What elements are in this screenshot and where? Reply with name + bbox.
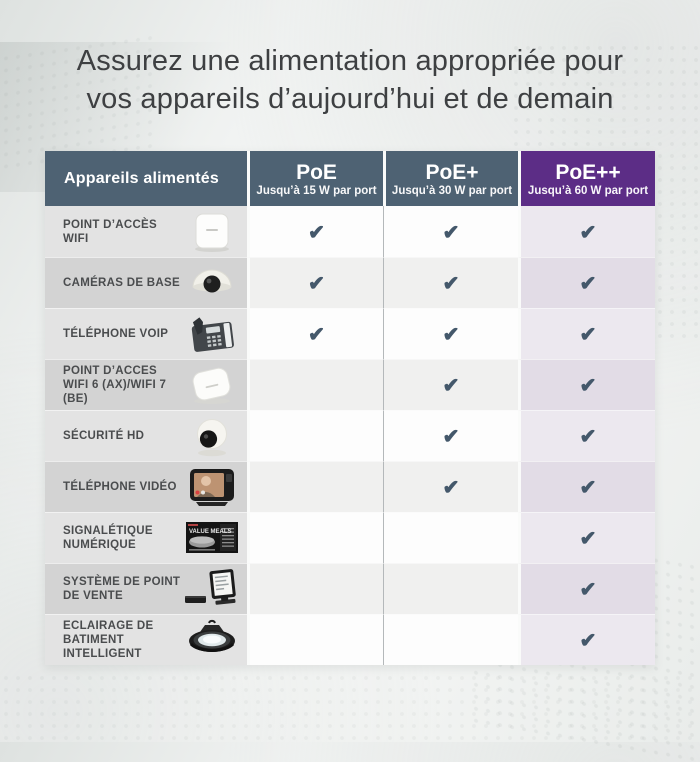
poe-plus-check-cell — [383, 563, 518, 614]
poe-plus-plus-check-cell: ✔ — [518, 461, 655, 512]
device-label: SYSTÈME DE POINT DE VENTE — [63, 576, 181, 602]
poe-plus-plus-check-cell: ✔ — [518, 359, 655, 410]
device-label: TÉLÉPHONE VIDÉO — [63, 481, 177, 493]
devices-column-header: Appareils alimentés — [45, 151, 247, 206]
smart-building-light-image — [183, 617, 241, 663]
check-icon: ✔ — [579, 373, 597, 397]
check-icon: ✔ — [308, 219, 326, 244]
check-icon: ✔ — [442, 271, 460, 295]
table-row-hd-security-camera: SÉCURITÉ HD ✔ ✔ — [45, 410, 655, 461]
poe-plus-check-cell: ✔ — [383, 206, 518, 257]
table-row-video-phone: TÉLÉPHONE VIDÉO ✔ ✔ — [45, 461, 655, 512]
device-label: SÉCURITÉ HD — [63, 430, 145, 442]
poe-plus-check-cell: ✔ — [383, 308, 518, 359]
check-icon: ✔ — [442, 424, 460, 448]
dome-camera-image — [183, 260, 241, 306]
wifi-access-point-image — [183, 209, 241, 255]
poe-plus-plus-check-cell: ✔ — [518, 308, 655, 359]
poe-plus-plus-check-cell: ✔ — [518, 410, 655, 461]
poe-plus-header-subtitle: Jusqu’à 30 W par port — [391, 184, 513, 197]
device-label: TÉLÉPHONE VOIP — [63, 328, 169, 340]
poe-plus-plus-check-cell: ✔ — [518, 512, 655, 563]
table-row-wifi6-access-point: POINT D’ACCES WIFI 6 (AX)/WIFI 7 (BE) ✔ … — [45, 359, 655, 410]
page-title: Assurez une alimentation appropriée pour… — [10, 42, 690, 118]
table-row-pos-system: SYSTÈME DE POINT DE VENTE — [45, 563, 655, 614]
check-icon: ✔ — [442, 475, 460, 499]
poe-check-cell: ✔ — [247, 257, 383, 308]
poe-plus-column-header: PoE+ Jusqu’à 30 W par port — [383, 151, 518, 206]
poe-check-cell — [247, 563, 383, 614]
poe-check-cell — [247, 461, 383, 512]
video-phone-image — [183, 464, 241, 510]
poe-plus-plus-check-cell: ✔ — [518, 614, 655, 665]
poe-plus-check-cell: ✔ — [383, 359, 518, 410]
poe-plus-plus-check-cell: ✔ — [518, 563, 655, 614]
signage-screen-text: VALUE MEALS — [189, 529, 232, 535]
table-row-dome-camera: CAMÉRAS DE BASE ✔ ✔ ✔ — [45, 257, 655, 308]
check-icon: ✔ — [308, 322, 326, 346]
poe-plus-plus-column-header: PoE++ Jusqu’à 60 W par port — [518, 151, 655, 206]
title-line-2: vos appareils d’aujourd’hui et de demain — [86, 83, 614, 115]
poe-column-header: PoE Jusqu’à 15 W par port — [247, 151, 383, 206]
poe-plus-check-cell: ✔ — [383, 410, 518, 461]
devices-header-label: Appareils alimentés — [64, 169, 219, 187]
check-icon: ✔ — [442, 322, 460, 346]
check-icon: ✔ — [579, 628, 597, 652]
poe-plus-plus-check-cell: ✔ — [518, 257, 655, 308]
check-icon: ✔ — [579, 322, 597, 346]
wifi6-access-point-image — [183, 362, 241, 408]
poe-check-cell — [247, 410, 383, 461]
table-row-digital-signage: SIGNALÉTIQUE NUMÉRIQUE VALUE MEALS — [45, 512, 655, 563]
device-label: POINT D’ACCES WIFI 6 (AX)/WIFI 7 (BE) — [63, 365, 167, 405]
poe-header-name: PoE — [296, 160, 337, 184]
poe-header-subtitle: Jusqu’à 15 W par port — [256, 184, 377, 197]
table-row-voip-phone: TÉLÉPHONE VOIP — [45, 308, 655, 359]
check-icon: ✔ — [442, 219, 460, 244]
poe-plus-plus-check-cell: ✔ — [518, 206, 655, 257]
device-label: SIGNALÉTIQUE NUMÉRIQUE — [63, 525, 153, 551]
hd-security-camera-image — [183, 413, 241, 459]
check-icon: ✔ — [579, 577, 597, 601]
poe-plus-plus-header-subtitle: Jusqu’à 60 W par port — [527, 184, 649, 197]
table-row-smart-building-light: ECLAIRAGE DE BATIMENT INTELLIGENT ✔ — [45, 614, 655, 665]
check-icon: ✔ — [579, 475, 597, 499]
check-icon: ✔ — [442, 373, 460, 397]
check-icon: ✔ — [579, 526, 597, 550]
check-icon: ✔ — [579, 424, 597, 448]
poe-check-cell: ✔ — [247, 206, 383, 257]
poe-check-cell: ✔ — [247, 308, 383, 359]
table-header-row: Appareils alimentés PoE Jusqu’à 15 W par… — [45, 151, 655, 206]
poe-comparison-table: Appareils alimentés PoE Jusqu’à 15 W par… — [45, 151, 655, 665]
poe-plus-check-cell — [383, 512, 518, 563]
table-row-wifi-access-point: POINT D’ACCÈS WIFI ✔ ✔ ✔ — [45, 206, 655, 257]
poe-check-cell — [247, 359, 383, 410]
check-icon: ✔ — [579, 271, 597, 295]
title-line-1: Assurez une alimentation appropriée pour — [76, 45, 624, 77]
check-icon: ✔ — [308, 271, 326, 295]
device-label: ECLAIRAGE DE BATIMENT INTELLIGENT — [63, 620, 154, 660]
voip-phone-image — [183, 311, 241, 357]
check-icon: ✔ — [579, 219, 597, 244]
poe-check-cell — [247, 512, 383, 563]
digital-signage-image: VALUE MEALS — [183, 515, 241, 561]
poe-check-cell — [247, 614, 383, 665]
poe-plus-plus-header-name: PoE++ — [555, 160, 621, 184]
poe-plus-check-cell: ✔ — [383, 461, 518, 512]
background-dot-pattern — [0, 672, 700, 742]
poe-plus-header-name: PoE+ — [425, 160, 479, 184]
device-label: POINT D’ACCÈS WIFI — [63, 218, 157, 245]
poe-plus-check-cell — [383, 614, 518, 665]
device-label: CAMÉRAS DE BASE — [63, 277, 180, 289]
poe-plus-check-cell: ✔ — [383, 257, 518, 308]
pos-system-image — [183, 566, 241, 612]
